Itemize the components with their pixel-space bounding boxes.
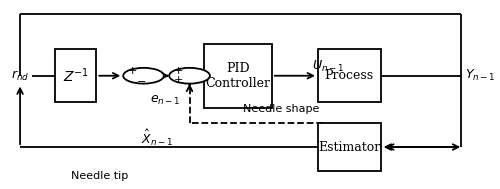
Bar xyxy=(318,123,381,171)
Bar xyxy=(55,50,96,102)
Text: +: + xyxy=(174,75,183,85)
Text: $e_{n-1}$: $e_{n-1}$ xyxy=(150,94,180,107)
Text: $Z^{-1}$: $Z^{-1}$ xyxy=(62,67,89,85)
Text: PID
Controller: PID Controller xyxy=(206,62,270,90)
Text: $Y_{n-1}$: $Y_{n-1}$ xyxy=(464,68,495,83)
Text: $-$: $-$ xyxy=(136,75,146,85)
Text: Process: Process xyxy=(325,69,374,82)
Circle shape xyxy=(123,68,164,84)
Text: $r_{nd}$: $r_{nd}$ xyxy=(12,69,30,83)
Text: $U_{n-1}$: $U_{n-1}$ xyxy=(312,59,344,74)
Text: Needle shape: Needle shape xyxy=(243,104,319,114)
Text: Needle tip: Needle tip xyxy=(71,171,128,181)
Text: +: + xyxy=(174,66,183,76)
Text: +: + xyxy=(128,66,137,76)
Bar xyxy=(204,44,272,108)
Text: $\hat{X}_{n-1}$: $\hat{X}_{n-1}$ xyxy=(141,128,174,148)
Bar xyxy=(318,50,381,102)
Text: Estimator: Estimator xyxy=(318,141,380,153)
Circle shape xyxy=(169,68,210,84)
